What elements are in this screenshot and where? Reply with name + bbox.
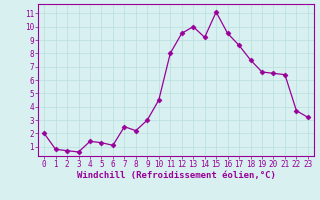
X-axis label: Windchill (Refroidissement éolien,°C): Windchill (Refroidissement éolien,°C): [76, 171, 276, 180]
